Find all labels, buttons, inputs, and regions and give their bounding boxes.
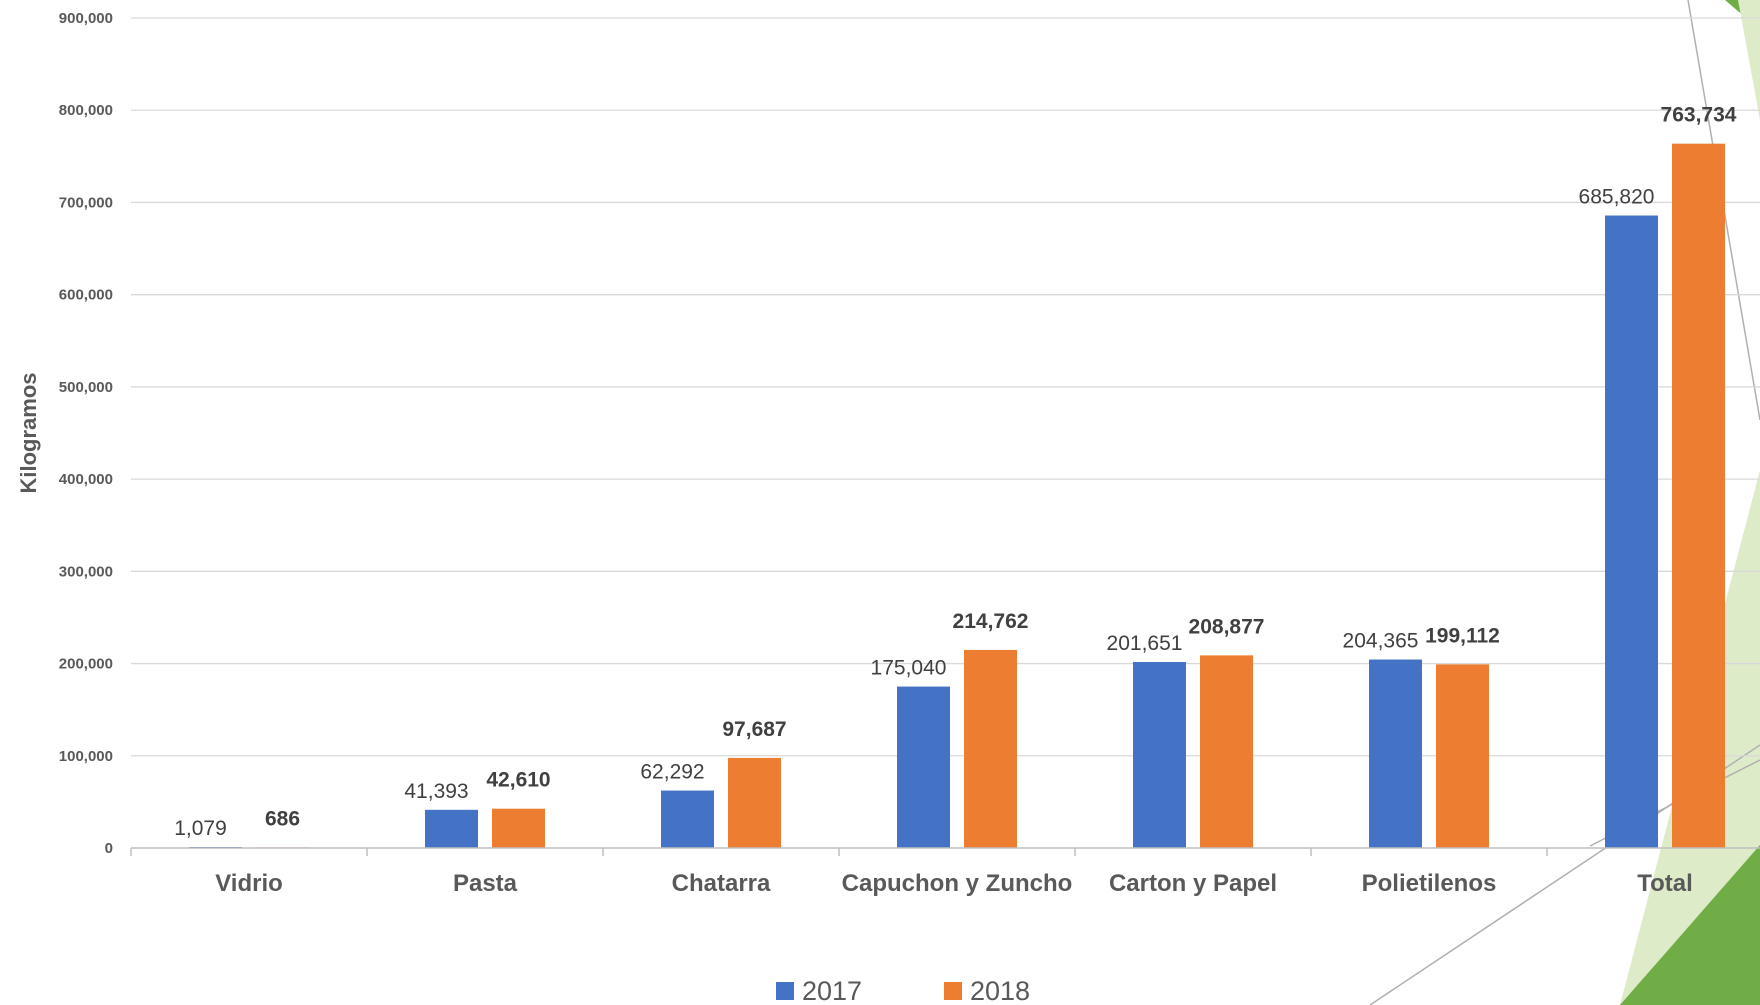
- y-tick-label: 400,000: [59, 471, 113, 488]
- data-labels: 1,079 686 41,393 42,610 62,292 97,687 175,040 2…: [174, 104, 1737, 840]
- y-tick-label: 0: [105, 840, 113, 857]
- data-label-2017: 201,651: [1107, 632, 1183, 655]
- x-tick-label: Vidrio: [215, 870, 283, 897]
- data-label-2018: 97,687: [722, 718, 786, 741]
- data-label-2017: 175,040: [871, 657, 947, 680]
- legend: 2017 2018: [776, 976, 1030, 1005]
- y-tick-label: 500,000: [59, 379, 113, 396]
- data-label-2017: 204,365: [1343, 630, 1419, 653]
- data-label-2017: 41,393: [404, 780, 468, 803]
- x-tick-label: Total: [1637, 870, 1693, 897]
- bar-2017: [1605, 215, 1658, 849]
- legend-swatch-2017: [776, 982, 794, 1000]
- legend-swatch-2018: [944, 982, 962, 1000]
- y-tick-label: 200,000: [59, 656, 113, 673]
- bar-2018: [728, 757, 781, 848]
- y-tick-label: 800,000: [59, 102, 113, 119]
- data-label-2017: 62,292: [640, 761, 704, 784]
- y-axis-ticks: 0 100,000 200,000 300,000 400,000 500,000 600,…: [59, 10, 113, 857]
- bar-2018: [1436, 664, 1489, 848]
- bar-2017: [425, 809, 478, 848]
- x-tick-label: Pasta: [453, 870, 518, 897]
- bar-2018: [1672, 143, 1725, 848]
- y-tick-label: 600,000: [59, 287, 113, 304]
- data-label-2018: 208,877: [1189, 615, 1265, 638]
- gridlines: [131, 17, 1760, 757]
- x-axis: Vidrio Pasta Chatarra Capuchon y Zuncho Cart…: [130, 847, 1760, 897]
- x-tick-label: Chatarra: [672, 870, 771, 897]
- data-label-2017: 1,079: [174, 817, 227, 840]
- data-label-2018: 763,734: [1661, 104, 1737, 127]
- bars: [189, 143, 1725, 849]
- data-label-2017: 685,820: [1579, 186, 1655, 209]
- y-tick-label: 900,000: [59, 10, 113, 27]
- decor-dark-triangle: [1620, 845, 1760, 1005]
- bar-2018: [492, 808, 545, 848]
- y-axis-label: Kilogramos: [16, 372, 41, 493]
- x-tick-label: Capuchon y Zuncho: [842, 870, 1073, 897]
- bar-2018: [964, 649, 1017, 848]
- bar-2017: [897, 686, 950, 848]
- data-label-2018: 42,610: [486, 769, 550, 792]
- data-label-2018: 686: [265, 807, 300, 830]
- y-tick-label: 100,000: [59, 748, 113, 765]
- y-tick-label: 700,000: [59, 194, 113, 211]
- decor-top-light: [1738, 0, 1760, 120]
- bar-2017: [1133, 662, 1186, 848]
- bar-2017: [1369, 659, 1422, 848]
- bar-2017: [661, 790, 714, 848]
- x-tick-label: Carton y Papel: [1109, 870, 1277, 897]
- y-tick-label: 300,000: [59, 563, 113, 580]
- legend-label-2018: 2018: [970, 976, 1030, 1005]
- data-label-2018: 214,762: [953, 610, 1029, 633]
- x-tick-label: Polietilenos: [1362, 870, 1497, 897]
- legend-label-2017: 2017: [802, 976, 862, 1005]
- bar-2018: [1200, 655, 1253, 848]
- data-label-2018: 199,112: [1425, 624, 1500, 647]
